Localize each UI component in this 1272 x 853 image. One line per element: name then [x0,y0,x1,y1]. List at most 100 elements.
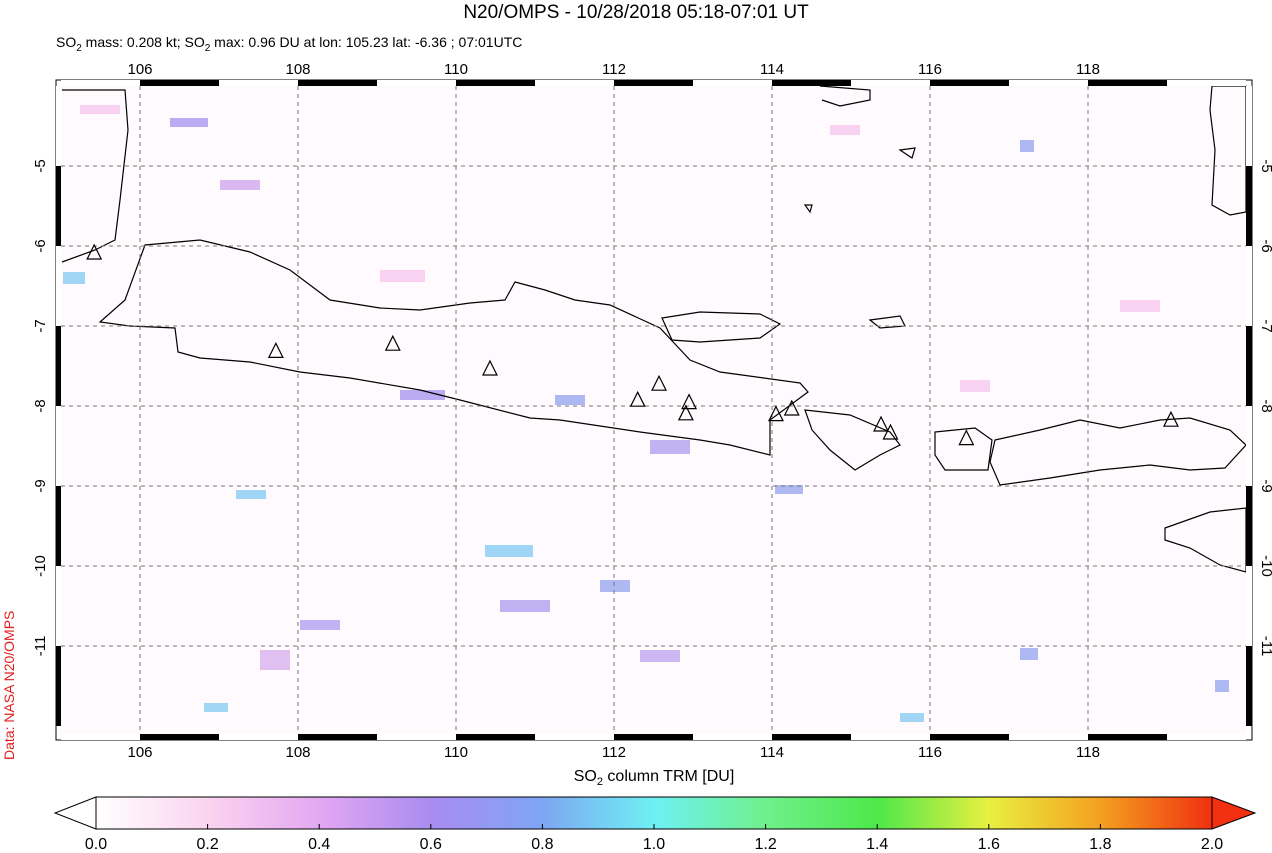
frame-bar [298,734,377,740]
label-sub: 2 [597,776,603,788]
label-part: SO [574,768,597,785]
lon-label-bottom: 116 [918,744,942,761]
lat-label-left: -11 [32,636,49,657]
volcano [1162,410,1179,427]
frame-bar [851,734,930,740]
colorbar-tick-label: 1.0 [643,836,665,853]
frame-bar [930,734,1009,740]
lon-label-top: 112 [602,61,626,78]
frame-bar [56,486,61,566]
frame-bar [219,80,298,86]
map [61,85,1247,734]
lat-label-right: -10 [1258,555,1272,577]
frame-bar [140,80,219,86]
volcano [629,390,646,407]
lat-label-left: -9 [32,479,49,492]
frame-bar [56,646,61,726]
lat-label-left: -8 [32,399,49,412]
colorbar-tick-label: 0.6 [420,836,442,853]
frame-bar [1246,566,1252,646]
frame-bar [693,80,772,86]
lat-label-right: -11 [1258,636,1272,657]
volcano [481,359,498,376]
lat-label-left: -5 [32,159,49,172]
colorbar-tick-label: 1.6 [978,836,1000,853]
subtitle-sub: 2 [76,43,82,54]
frame-bar [772,734,851,740]
frame-bar [56,246,61,326]
volcano [681,393,698,410]
lon-label-top: 116 [918,61,942,78]
label-part: column TRM [DU] [603,768,734,785]
volcano [783,399,800,416]
frame-bar [56,566,61,646]
frame-bar [56,326,61,406]
frame-bar [1088,80,1167,86]
lon-label-top: 118 [1076,61,1100,78]
frame-bar [851,80,930,86]
subtitle-part: SO [56,34,76,50]
frame-bar [1167,734,1246,740]
frame-bar [377,80,456,86]
colorbar-tick-label: 2.0 [1201,836,1223,853]
frame-bar [1246,246,1252,326]
lat-label-right: -7 [1258,319,1272,332]
volcano [86,243,103,260]
frame-bar [377,734,456,740]
volcano [651,374,668,391]
colorbar-under [53,796,97,830]
lat-label-left: -10 [32,555,49,577]
colorbar: SO2 column TRM [DU] [53,768,1257,830]
frame-bar [56,406,61,486]
lat-label-right: -5 [1258,159,1272,172]
frame-bar [56,86,61,166]
lon-label-top: 108 [285,61,310,78]
frame-bar [1009,734,1088,740]
lon-label-bottom: 108 [285,744,310,761]
subtitle-sub: 2 [205,43,211,54]
frame-bar [614,80,693,86]
volcano [677,404,694,421]
lon-label-top: 110 [444,61,468,78]
frame-bar [1246,166,1252,246]
frame-bar [930,80,1009,86]
credit: Data: NASA N20/OMPS [1,611,17,760]
colorbar-over [1211,796,1257,830]
colorbar-tick-label: 0.2 [196,836,218,853]
lon-label-top: 114 [760,61,784,78]
frame-bar [1246,406,1252,486]
frame-bar [1246,326,1252,406]
frame-bar [140,734,219,740]
volcano [882,423,899,440]
frame-bar [1009,80,1088,86]
frame-bar [693,734,772,740]
colorbar-tick-label: 0.0 [85,836,107,853]
lat-label-left: -7 [32,319,49,332]
frame-bar [535,80,614,86]
volcano [767,405,784,422]
frame-bar [1246,486,1252,566]
lon-label-bottom: 110 [444,744,468,761]
lat-label-right: -6 [1258,239,1272,252]
colorbar-tick-label: 0.8 [531,836,553,853]
volcano [267,342,284,358]
subtitle-part: mass: 0.208 kt; SO [82,34,205,50]
lon-label-bottom: 106 [127,744,152,761]
map-area [61,86,1246,734]
frame-bar [1246,86,1252,166]
lon-label-bottom: 114 [760,744,784,761]
so2-pixels [63,105,1229,722]
frame-bar [535,734,614,740]
colorbar-tick-label: 1.8 [1089,836,1111,853]
frame-bar [456,80,535,86]
frame-bar [1167,80,1246,86]
volcano [873,415,889,432]
colorbar-tick-label: 1.2 [754,836,776,853]
volcano [384,334,401,351]
frame-bar [456,734,535,740]
volcano [958,429,975,446]
frame-bar [614,734,693,740]
frame-bar [1246,646,1252,726]
colorbar-tick-label: 0.4 [308,836,330,853]
